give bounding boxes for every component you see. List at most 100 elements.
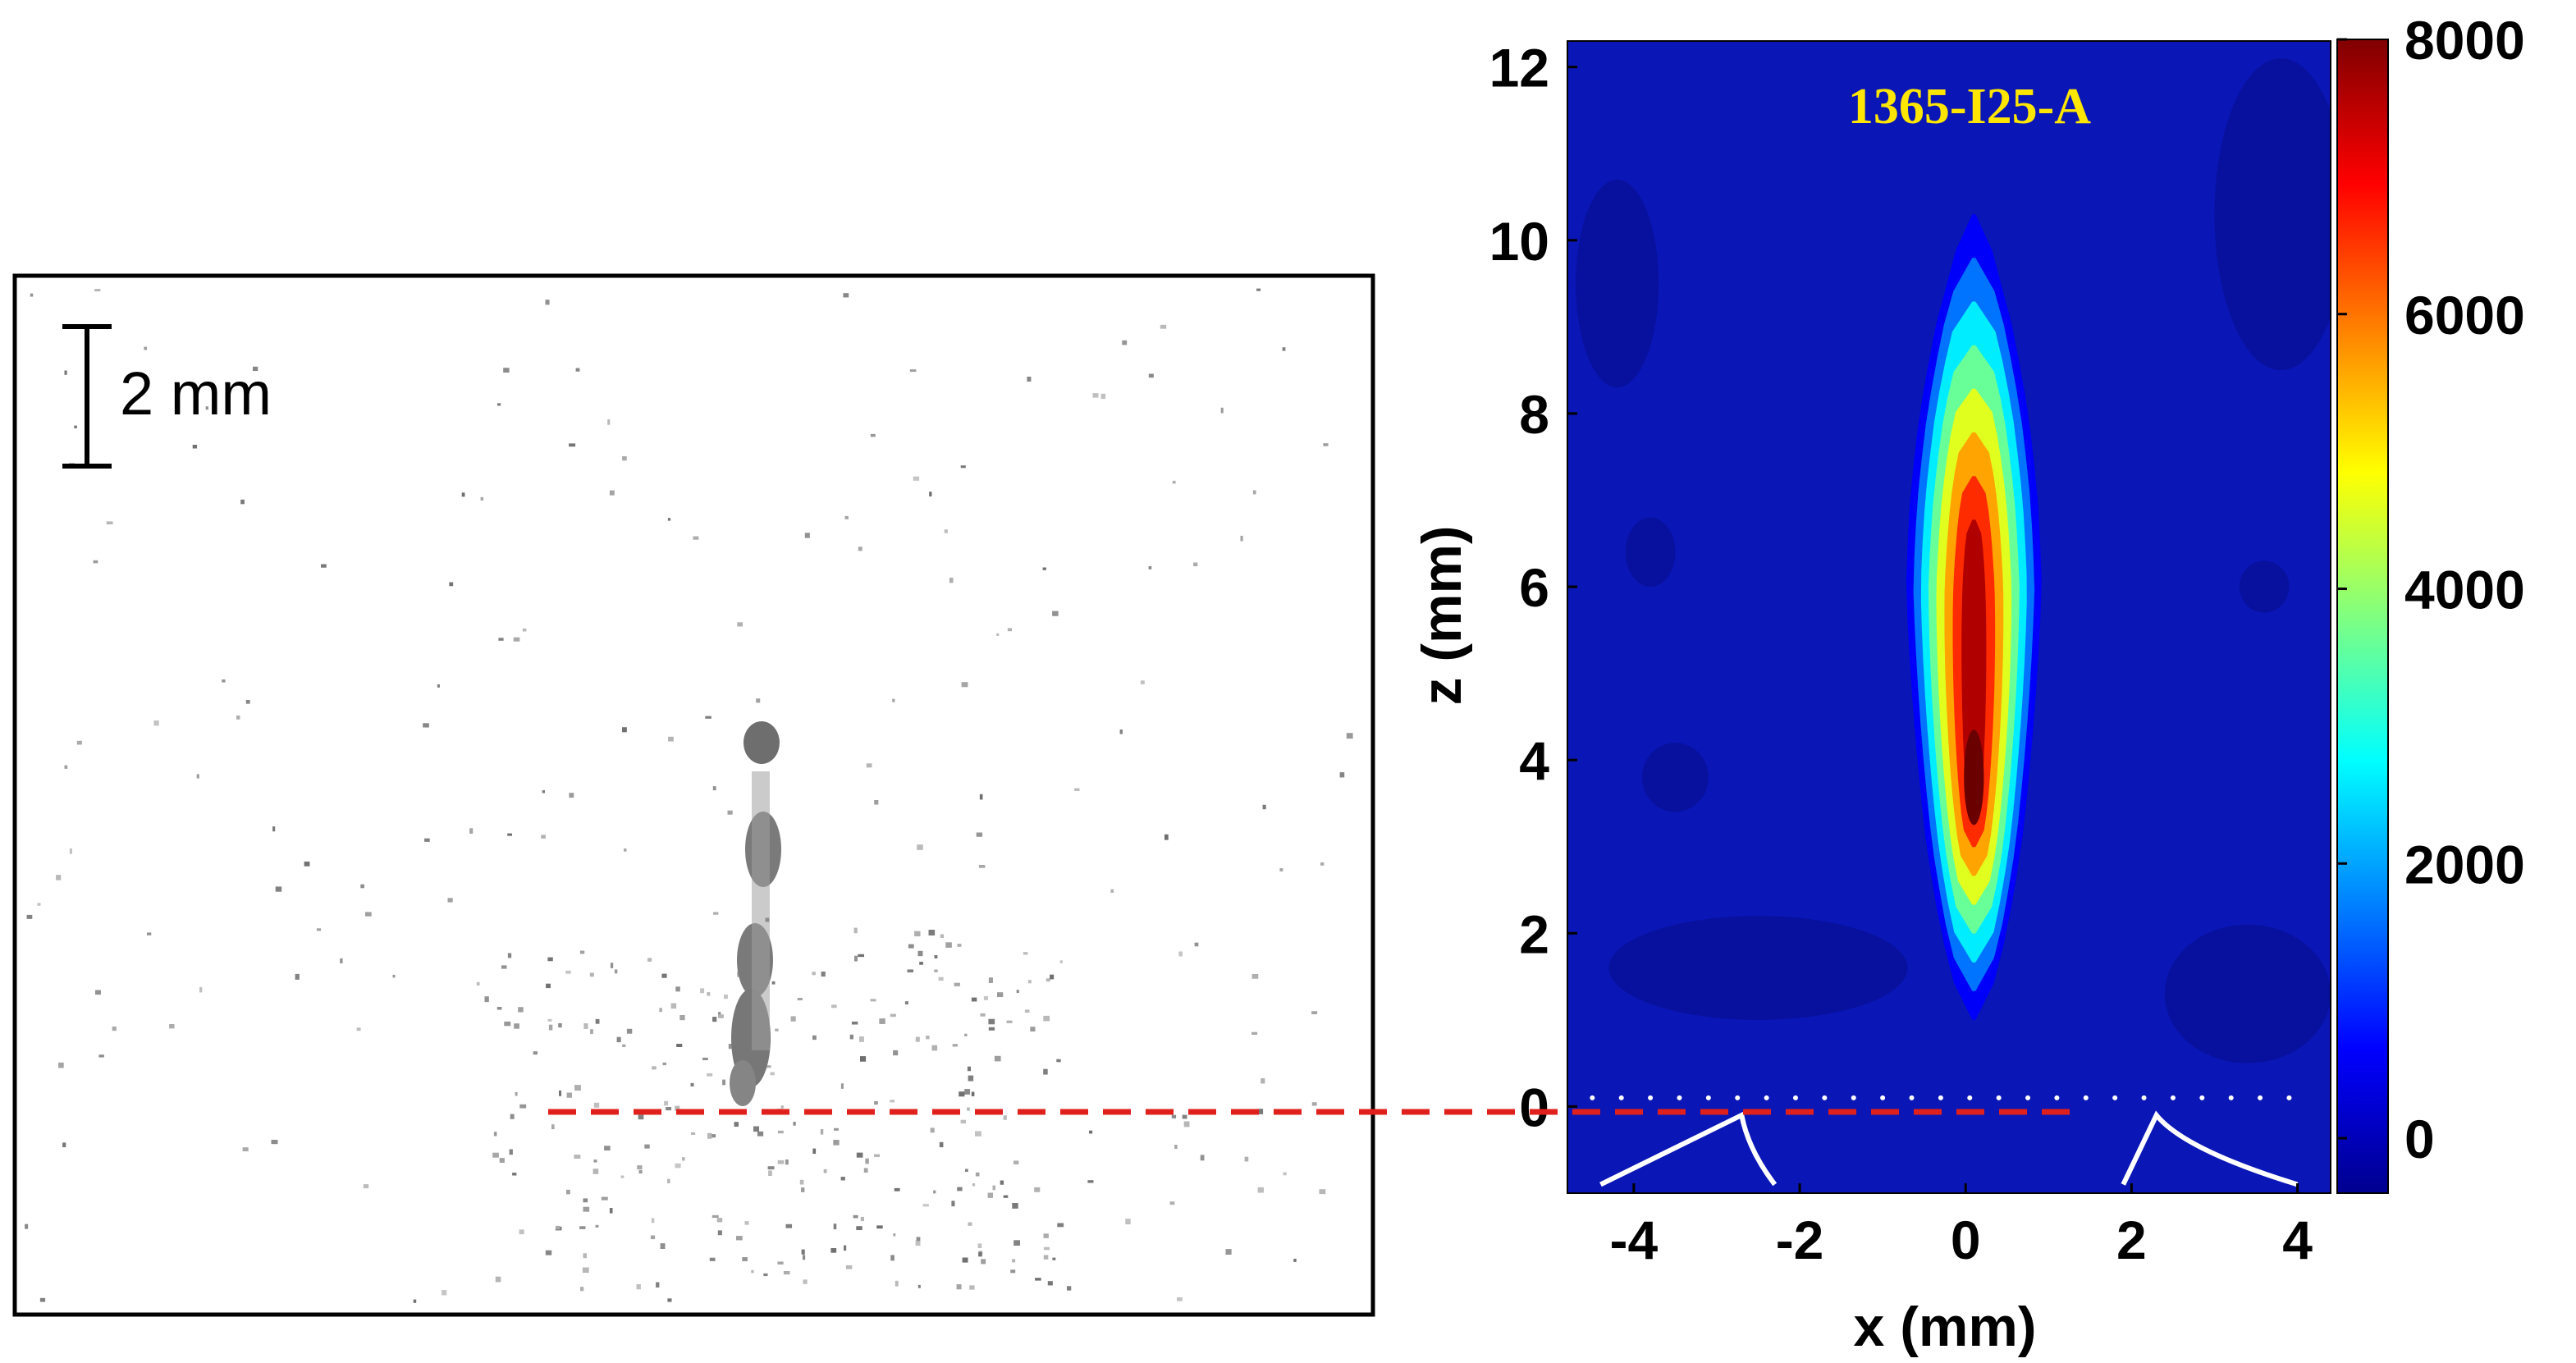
speckle	[718, 1014, 724, 1018]
photo-panel: 2 mm	[12, 273, 1375, 1317]
speckle	[840, 1177, 845, 1181]
y-tick-label: 2	[1519, 903, 1549, 964]
speckle	[662, 1062, 666, 1066]
speckle	[1262, 804, 1266, 810]
zero-line-dot	[2228, 1095, 2234, 1100]
speckle	[295, 973, 300, 980]
colorbar-ticks: 0 2000 4000 6000 8000	[2337, 10, 2525, 1169]
speckle	[756, 698, 761, 703]
speckle	[679, 1015, 685, 1021]
speckle	[711, 1134, 716, 1138]
speckle	[945, 942, 952, 948]
speckle	[768, 1170, 772, 1177]
background-patch	[1576, 179, 1659, 388]
speckle	[507, 833, 512, 836]
speckle	[64, 370, 67, 375]
speckle	[736, 1236, 743, 1241]
speckle	[980, 1013, 986, 1017]
speckle	[504, 1021, 511, 1027]
speckle	[609, 490, 615, 496]
speckle	[874, 1154, 881, 1157]
speckle	[593, 1159, 597, 1163]
speckle	[849, 1034, 853, 1040]
zero-line-dot	[1618, 1095, 1624, 1100]
speckle	[196, 774, 199, 779]
speckle	[705, 716, 711, 719]
speckle	[1251, 1031, 1258, 1035]
speckle	[812, 1035, 817, 1041]
speckle	[1279, 868, 1283, 871]
speckle	[1059, 960, 1063, 963]
speckle	[556, 1225, 560, 1230]
speckle	[106, 521, 113, 525]
speckle	[242, 1147, 249, 1152]
speckle	[25, 1223, 29, 1229]
speckle	[907, 969, 914, 972]
speckle	[675, 1163, 681, 1169]
speckle	[664, 1100, 669, 1106]
speckle	[785, 1159, 789, 1165]
speckle	[583, 1023, 588, 1029]
speckle	[205, 406, 208, 410]
speckle	[638, 1114, 644, 1120]
speckle	[972, 1183, 976, 1187]
speckle	[1042, 567, 1046, 570]
speckle	[656, 1282, 660, 1288]
speckle	[637, 1165, 643, 1170]
speckle	[939, 1141, 944, 1148]
speckle	[447, 898, 453, 903]
speckle	[1089, 1130, 1093, 1134]
speckle	[957, 944, 962, 947]
speckle	[484, 996, 489, 1003]
speckle	[424, 838, 430, 842]
speckle	[707, 1132, 712, 1139]
zero-line-dots	[1590, 1095, 2292, 1100]
speckle	[1043, 1233, 1049, 1238]
speckle	[676, 1044, 683, 1047]
speckle	[593, 1102, 600, 1108]
speckle	[1003, 1115, 1007, 1120]
speckle	[559, 1090, 562, 1096]
speckle	[1027, 980, 1032, 984]
x-axis-label: x (mm)	[1854, 1296, 2037, 1358]
speckle	[777, 1130, 784, 1134]
zero-line-dot	[1996, 1095, 2002, 1100]
zero-line-dot	[2112, 1095, 2118, 1100]
speckle	[933, 1190, 936, 1194]
speckle	[700, 988, 705, 994]
speckle	[978, 1251, 982, 1257]
speckle	[926, 1036, 930, 1040]
zero-line-dot	[1822, 1095, 1828, 1100]
speckle	[1177, 1297, 1183, 1301]
speckle	[1244, 1156, 1249, 1162]
speckle	[74, 425, 77, 428]
speckle	[76, 740, 82, 745]
speckle	[904, 1001, 908, 1005]
zero-line-dot	[2141, 1095, 2147, 1100]
speckle	[545, 1250, 552, 1256]
speckle	[1200, 1155, 1205, 1161]
speckle	[968, 1075, 974, 1082]
speckle	[1319, 1189, 1326, 1195]
speckle	[593, 1169, 599, 1174]
speckle	[590, 1029, 593, 1035]
speckle	[56, 875, 62, 880]
speckle	[1003, 1195, 1009, 1198]
speckle	[770, 1072, 775, 1076]
speckle	[1251, 974, 1259, 979]
speckle	[1052, 611, 1059, 616]
speckle	[712, 1017, 717, 1022]
speckle	[928, 930, 936, 935]
speckle	[1240, 535, 1243, 542]
speckle	[461, 492, 465, 497]
speckle	[392, 974, 396, 978]
speckle	[98, 1054, 104, 1058]
speckle	[64, 765, 68, 769]
speckle	[604, 1146, 611, 1151]
speckle	[1043, 1246, 1050, 1251]
speckle	[693, 536, 699, 540]
speckle	[909, 369, 917, 373]
speckle	[785, 1223, 793, 1228]
speckle	[1311, 1102, 1317, 1106]
zero-line-dot	[1792, 1095, 1798, 1100]
